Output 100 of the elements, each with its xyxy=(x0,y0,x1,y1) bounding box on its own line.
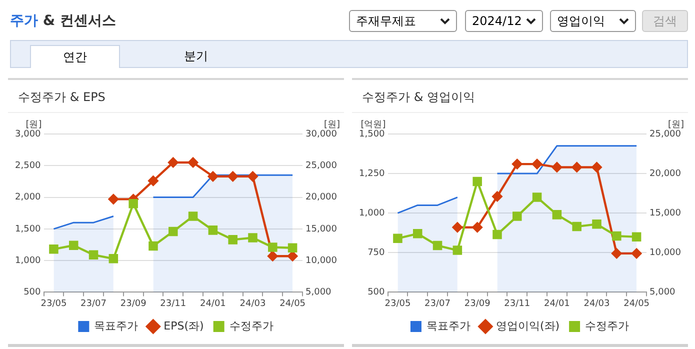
point xyxy=(592,220,602,229)
point xyxy=(452,222,463,232)
point xyxy=(168,226,178,236)
y2-tick-label: 20,000 xyxy=(650,168,682,179)
y-axis-title: [원] xyxy=(26,120,42,130)
legend-label: 수정주가 xyxy=(229,319,274,332)
point xyxy=(248,233,258,242)
y2-tick-label: 25,000 xyxy=(650,129,682,140)
y2-tick-label: 5,000 xyxy=(306,288,332,298)
point xyxy=(208,171,218,182)
x-tick-label: 23/05 xyxy=(384,298,411,309)
x-tick-label: 24/03 xyxy=(240,298,266,309)
x-tick-label: 23/09 xyxy=(120,298,147,309)
x-tick-label: 24/01 xyxy=(200,298,226,309)
point xyxy=(552,162,562,172)
y-tick-label: 1,250 xyxy=(359,168,386,179)
x-tick-label: 24/05 xyxy=(624,298,650,309)
point xyxy=(472,222,482,232)
x-tick-label: 24/03 xyxy=(584,298,610,309)
y-tick-label: 500 xyxy=(368,288,386,298)
chart-title: 수정주가 & 영업이익 xyxy=(362,89,475,106)
point xyxy=(108,194,119,204)
legend-label: 수정주가 xyxy=(585,319,630,332)
chart-title: 수정주가 & EPS xyxy=(18,89,106,106)
point xyxy=(148,241,158,251)
point xyxy=(108,254,118,264)
point xyxy=(88,250,98,260)
point xyxy=(472,176,482,186)
y-tick-label: 2,000 xyxy=(15,192,42,203)
y2-tick-label: 5,000 xyxy=(650,288,676,298)
point xyxy=(492,230,502,240)
point xyxy=(168,157,178,168)
x-tick-label: 23/05 xyxy=(40,298,67,309)
point xyxy=(632,232,642,242)
point xyxy=(188,157,198,168)
y-tick-label: 1,000 xyxy=(359,208,386,218)
point xyxy=(128,198,138,208)
point xyxy=(512,212,522,221)
legend-label: 목표주가 xyxy=(94,319,138,332)
point xyxy=(532,158,542,170)
point xyxy=(228,171,238,182)
point xyxy=(592,162,602,172)
point xyxy=(268,251,278,262)
y2-axis-title: [원] xyxy=(324,120,340,130)
y2-tick-label: 10,000 xyxy=(650,248,682,258)
text: 주재무제표 xyxy=(349,10,457,32)
y2-tick-label: 15,000 xyxy=(306,224,338,234)
point xyxy=(49,244,58,254)
point xyxy=(287,251,298,262)
point xyxy=(268,242,278,252)
point xyxy=(148,176,158,186)
point xyxy=(228,235,238,244)
y2-tick-label: 25,000 xyxy=(306,160,338,171)
y2-tick-label: 20,000 xyxy=(306,192,338,203)
point xyxy=(248,171,258,182)
point xyxy=(208,226,218,235)
legend-label: 영업이익(좌) xyxy=(496,319,560,332)
y2-tick-label: 10,000 xyxy=(306,256,338,266)
x-tick-label: 24/01 xyxy=(544,298,570,309)
point xyxy=(631,248,642,259)
text: 주가 & 컨센서스 xyxy=(10,12,116,30)
text: 영업이익 xyxy=(550,10,636,32)
point xyxy=(532,192,542,202)
text: 연간 xyxy=(30,45,120,68)
text: 검색 xyxy=(642,10,688,32)
y-tick-label: 2,500 xyxy=(15,160,42,171)
y2-axis-title: [원] xyxy=(668,120,684,130)
point xyxy=(452,246,462,255)
text: 2024/12 xyxy=(465,10,543,32)
text: 분기 xyxy=(183,48,209,65)
point xyxy=(612,248,622,259)
y-tick-label: 1,500 xyxy=(15,224,42,234)
y2-tick-label: 30,000 xyxy=(306,129,338,140)
point xyxy=(393,234,402,244)
x-tick-label: 23/07 xyxy=(424,298,450,309)
x-tick-label: 24/05 xyxy=(280,298,306,309)
point xyxy=(68,240,78,250)
legend-label: EPS(좌) xyxy=(164,319,204,332)
y-tick-label: 750 xyxy=(368,248,386,258)
legend-label: 목표주가 xyxy=(426,319,470,332)
y-tick-label: 500 xyxy=(24,288,42,298)
point xyxy=(492,191,502,202)
point xyxy=(432,240,442,250)
point xyxy=(412,229,422,238)
x-tick-label: 23/07 xyxy=(80,298,106,309)
point xyxy=(512,158,522,170)
y-axis-title: [억원] xyxy=(360,120,386,130)
point xyxy=(612,231,622,241)
point xyxy=(572,222,582,232)
point xyxy=(288,243,298,253)
x-tick-label: 23/11 xyxy=(160,298,186,309)
x-tick-label: 23/09 xyxy=(464,298,491,309)
y2-tick-label: 15,000 xyxy=(650,208,682,218)
x-tick-label: 23/11 xyxy=(504,298,530,309)
point xyxy=(188,212,198,221)
y-tick-label: 1,500 xyxy=(359,129,386,140)
point xyxy=(572,162,582,172)
point xyxy=(552,210,562,220)
y-tick-label: 3,000 xyxy=(15,129,42,140)
y-tick-label: 1,000 xyxy=(15,256,42,266)
